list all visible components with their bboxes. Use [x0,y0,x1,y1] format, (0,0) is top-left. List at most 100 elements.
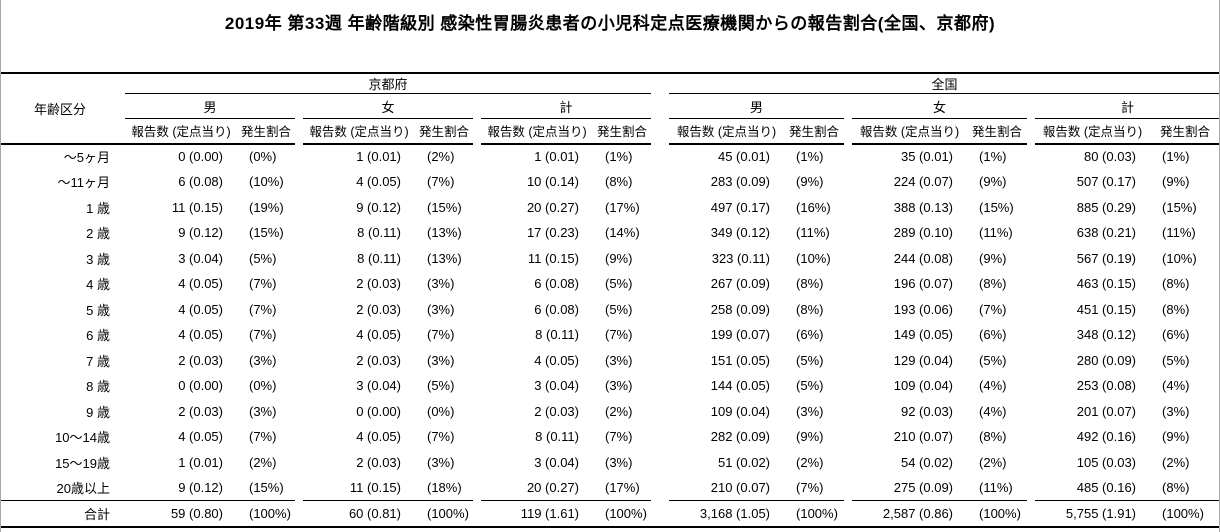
table-row: 3 歳 3 (0.04) (5%) 8 (0.11) (13%) 11 (0.15) (9%… [0,246,1220,272]
pct-cell: (8%) [796,301,824,317]
region-gap-spacer [651,220,669,246]
count-cell: 210 (0.07) [893,429,954,445]
pct-cell: (5%) [796,352,824,368]
pct-cell: (13%) [427,250,462,266]
spacer [473,94,481,144]
pct-cell: (7%) [249,429,277,445]
count-cell: 2 (0.03) [356,454,401,470]
pct-cell: (1%) [605,149,633,165]
page-title: 2019年 第33週 年齢階級別 感染性胃腸炎患者の小児科定点医療機関からの報告… [224,14,996,33]
pct-cell: (13%) [427,225,462,241]
count-cell: 3 (0.04) [356,378,401,394]
spacer [473,475,481,501]
count-cell: 275 (0.09) [893,480,954,495]
count-cell: 885 (0.29) [1076,199,1137,215]
spacer [844,348,852,374]
count-cell: 196 (0.07) [893,276,954,292]
pct-header: 発生割合 [415,118,473,145]
pct-cell: (10%) [796,250,831,266]
spacer [120,500,125,528]
spacer [1027,144,1035,170]
count-cell: 4 (0.05) [356,327,401,343]
pct-cell: (17%) [605,199,640,215]
pct-cell: (2%) [979,454,1007,470]
pct-cell: (3%) [427,301,455,317]
spacer [844,399,852,425]
count-cell: 388 (0.13) [893,199,954,215]
region-gap-spacer [651,399,669,425]
count-cell: 2 (0.03) [534,403,579,419]
spacer [844,424,852,450]
age-cell: 1 歳 [86,200,110,216]
count-cell: 2 (0.03) [178,403,223,419]
region-gap-spacer [651,246,669,272]
count-header: 報告数 (定点当り) [125,118,237,145]
region-gap-spacer [651,424,669,450]
pct-header: 発生割合 [967,118,1028,145]
table-row: ～11ヶ月 6 (0.08) (10%) 4 (0.05) (7%) 10 (0.14) (… [0,169,1220,195]
count-cell: 1 (0.01) [534,149,579,165]
pct-cell: (5%) [249,250,277,266]
spacer [1027,271,1035,297]
pct-cell: (5%) [979,352,1007,368]
spacer [844,271,852,297]
spacer [844,297,852,323]
table-row: 7 歳 2 (0.03) (3%) 2 (0.03) (3%) 4 (0.05) (3%) 1… [0,348,1220,374]
count-cell: 35 (0.01) [900,149,954,165]
pct-cell: (100%) [784,500,845,528]
spacer [1027,322,1035,348]
count-cell: 119 (1.61) [481,500,593,528]
spacer [295,500,303,528]
pct-cell: (6%) [1162,327,1190,343]
spacer [473,246,481,272]
count-cell: 0 (0.00) [178,149,223,165]
count-cell: 638 (0.21) [1076,225,1137,241]
age-cell: 8 歳 [86,379,110,395]
age-cell: ～5ヶ月 [63,150,110,166]
age-cell: 7 歳 [86,353,110,369]
pct-header: 発生割合 [237,118,295,145]
count-cell: 348 (0.12) [1076,327,1137,343]
pct-cell: (2%) [1162,454,1190,470]
pct-cell: (7%) [605,429,633,445]
age-column-header: 年齢区分 [0,72,120,145]
count-cell: 11 (0.15) [349,480,401,495]
spacer [1027,94,1035,144]
sex-header-kyoto-female: 女 [303,93,473,119]
age-cell: 2 歳 [86,226,110,242]
pct-cell: (15%) [249,225,284,241]
spacer [1027,399,1035,425]
pct-cell: (2%) [427,149,455,165]
count-cell: 282 (0.09) [710,429,771,445]
spacer [473,450,481,476]
pct-cell: (3%) [249,403,277,419]
count-cell: 2 (0.03) [356,276,401,292]
spacer [473,220,481,246]
age-cell: 3 歳 [86,251,110,267]
pct-cell: (3%) [605,378,633,394]
count-cell: 144 (0.05) [710,378,771,394]
pct-cell: (5%) [605,301,633,317]
count-cell: 11 (0.15) [527,250,579,266]
spacer [295,399,303,425]
spacer [844,195,852,221]
count-cell: 210 (0.07) [710,480,771,495]
pct-cell: (8%) [979,276,1007,292]
count-cell: 3,168 (1.05) [669,500,785,528]
spacer [844,475,852,501]
age-cell: ～11ヶ月 [57,175,111,191]
pct-cell: (0%) [249,149,277,165]
pct-cell: (15%) [1162,199,1197,215]
pct-cell: (9%) [796,174,824,190]
sex-header-national-total: 計 [1035,93,1220,119]
spacer [295,450,303,476]
sex-header-kyoto-total: 計 [481,93,652,119]
pct-cell: (7%) [249,301,277,317]
count-cell: 2 (0.03) [356,301,401,317]
pct-cell: (100%) [1150,500,1220,528]
spacer [1027,195,1035,221]
age-cell: 4 歳 [86,277,110,293]
spacer [473,169,481,195]
table-row: 6 歳 4 (0.05) (7%) 4 (0.05) (7%) 8 (0.11) (7%) 1… [0,322,1220,348]
spacer [844,144,852,170]
